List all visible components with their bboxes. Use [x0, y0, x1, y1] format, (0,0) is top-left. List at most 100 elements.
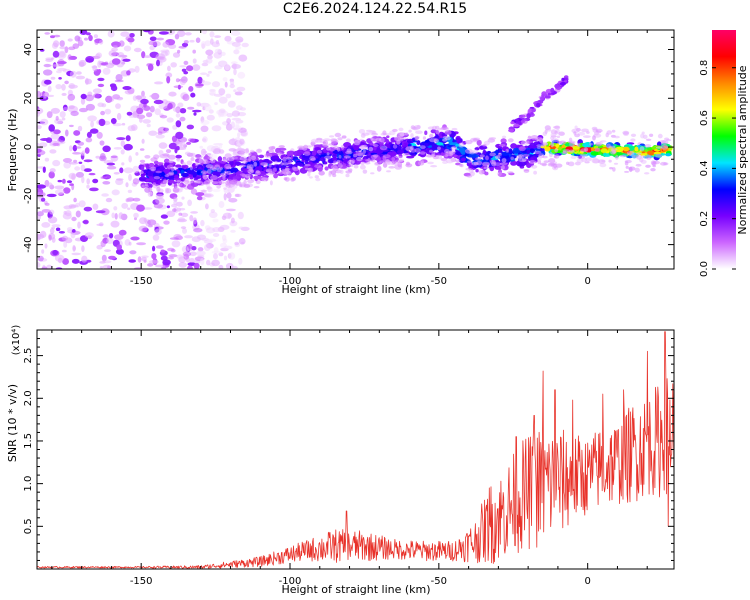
- spectrogram-blob: [502, 135, 507, 139]
- spectrogram-blob: [434, 125, 440, 130]
- spectrogram-blob: [635, 163, 642, 167]
- spectrogram-blob: [179, 141, 186, 149]
- snr-x-tick-label: -50: [431, 576, 447, 587]
- spectrogram-blob: [114, 213, 118, 220]
- spectrogram-blob: [169, 237, 179, 240]
- spectrogram-blob: [264, 153, 273, 158]
- spectrogram-blob: [595, 128, 603, 133]
- spectrogram-blob: [510, 121, 515, 125]
- spectrogram-blob: [507, 138, 514, 143]
- spectrogram-blob: [154, 56, 164, 59]
- spectrogram-blob: [625, 165, 629, 169]
- spectrogram-blob: [330, 139, 339, 144]
- spectrogram-blob: [155, 197, 165, 204]
- spectrogram-blob: [416, 140, 421, 146]
- spectrogram-blob: [175, 164, 182, 168]
- spectrogram-blob: [303, 151, 311, 156]
- spectrogram-blob: [165, 72, 173, 78]
- spectrogram-blob: [44, 79, 52, 85]
- spectrogram-blob: [328, 146, 336, 152]
- spectrogram-blob: [467, 160, 473, 164]
- spectrogram-blob: [634, 146, 639, 152]
- spectrogram-blob: [290, 177, 295, 182]
- spectrogram-blob: [37, 125, 42, 130]
- spectrogram-blob: [284, 177, 290, 182]
- spectrogram-blob: [71, 173, 76, 181]
- spectrogram-blob: [83, 206, 93, 212]
- spectrogram-blob: [136, 107, 144, 115]
- spectrogram-blob: [209, 88, 216, 92]
- spectrogram-blob: [352, 153, 358, 158]
- spectrogram-blob: [143, 105, 151, 112]
- spectrogram-blob: [137, 256, 142, 263]
- spectrogram-blob: [207, 168, 212, 174]
- spectrogram-blob: [71, 258, 80, 264]
- spectrogram-blob: [153, 176, 161, 180]
- spectrogram-blob: [544, 146, 551, 152]
- spectrogram-blob: [59, 40, 65, 47]
- spectrogram-blob: [213, 93, 223, 97]
- spectrogram-blob: [243, 184, 251, 188]
- spectrogram-blob: [444, 130, 452, 136]
- spectrogram-blob: [561, 77, 565, 82]
- spectrogram-blob: [549, 152, 553, 158]
- spectrogram-blob: [455, 151, 462, 156]
- spectrogram-blob: [536, 146, 541, 150]
- spectrogram-blob: [183, 40, 189, 44]
- colorbar-tick-label: 0.2: [699, 211, 710, 227]
- spectrogram-blob: [173, 85, 184, 89]
- spectrogram-blob: [95, 155, 101, 159]
- spectrogram-blob: [226, 118, 232, 124]
- spectrogram-blob: [243, 179, 247, 185]
- spectrogram-blob: [521, 154, 530, 157]
- spectrogram-blob: [192, 58, 197, 64]
- spectrogram-blob: [254, 176, 258, 182]
- spectrogram-blob: [129, 33, 135, 38]
- spectrogram-blob: [591, 147, 595, 152]
- spectrogram-blob: [182, 93, 190, 102]
- spectrogram-blob: [491, 161, 497, 167]
- spectrogram-blob: [120, 140, 126, 147]
- spectrogram-blob: [111, 189, 120, 196]
- spectrogram-blob: [529, 148, 535, 154]
- spectrogram-blob: [345, 150, 353, 155]
- spectrogram-blob: [102, 181, 111, 185]
- spectrogram-blob: [86, 178, 90, 185]
- spectrogram-blob: [96, 244, 103, 250]
- spectrogram-blob: [190, 92, 196, 98]
- spectrogram-blob: [630, 138, 636, 142]
- spectrogram-blob: [66, 180, 73, 184]
- spectrogram-blob: [230, 217, 235, 224]
- spectrogram-blob: [592, 135, 596, 141]
- spectrogram-blob: [531, 108, 536, 113]
- spectrogram-blob: [83, 159, 93, 163]
- spectrogram-blob: [192, 171, 197, 178]
- spectrogram-blob: [655, 146, 663, 149]
- spectrogram-blob: [291, 166, 297, 170]
- spectrogram-blob: [660, 144, 669, 150]
- spectrogram-blob: [649, 133, 654, 137]
- spectrogram-blob: [435, 134, 439, 140]
- spectrogram-blob: [112, 45, 118, 48]
- spectrogram-blobs: [37, 30, 674, 269]
- spectrogram-blob: [556, 135, 561, 139]
- spectrogram-blob: [165, 188, 172, 194]
- spectrogram-blob: [190, 157, 195, 162]
- spectrogram-blob: [250, 155, 257, 161]
- spectrogram-blob: [80, 98, 86, 105]
- spectrogram-blob: [61, 235, 68, 241]
- spectrogram-blob: [168, 179, 175, 184]
- spectrogram-blob: [53, 40, 60, 48]
- spectrogram-blob: [100, 110, 105, 116]
- spectrogram-blob: [567, 161, 575, 167]
- spectrogram-blob: [212, 188, 221, 193]
- spectrogram-blob: [65, 129, 69, 137]
- spectrogram-blob: [226, 113, 233, 118]
- spectrogram-blob: [177, 183, 183, 187]
- spectrogram-blob: [640, 133, 645, 139]
- spectrogram-blob: [146, 112, 153, 118]
- spectrogram-blob: [85, 103, 95, 111]
- spectrogram-frame: [36, 29, 675, 270]
- spectrogram-blob: [332, 157, 338, 161]
- spectrogram-blob: [230, 167, 239, 173]
